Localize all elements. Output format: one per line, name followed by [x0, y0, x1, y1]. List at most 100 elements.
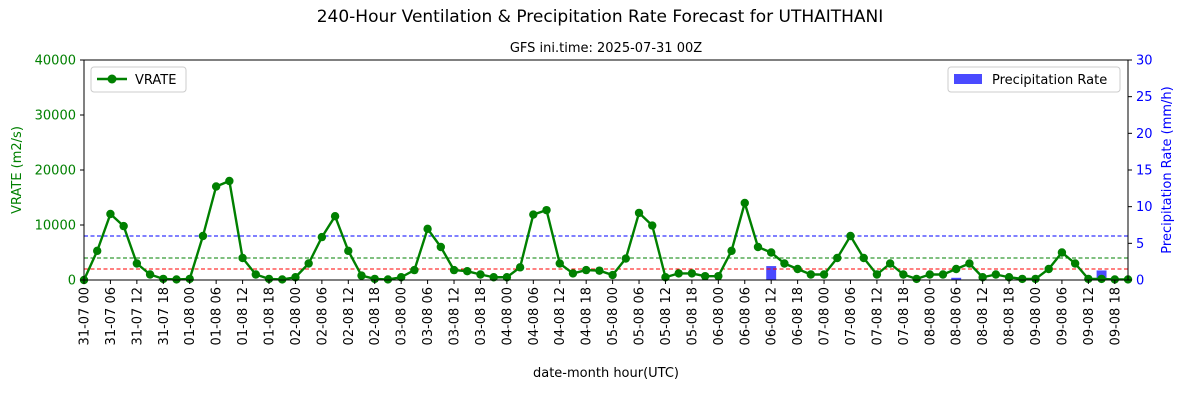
- vrate-point: [634, 208, 644, 218]
- vrate-point: [370, 274, 379, 284]
- vrate-point: [119, 221, 128, 231]
- vrate-point: [529, 210, 538, 219]
- vrate-point: [383, 275, 393, 284]
- x-tick-label: 07-08 18: [897, 287, 912, 345]
- legend-vrate-box: [90, 66, 187, 93]
- vrate-point: [581, 265, 591, 275]
- vrate-point: [991, 270, 1001, 279]
- y-tick-label-right: 0: [1136, 274, 1144, 289]
- x-tick-label: 05-08 18: [685, 287, 700, 345]
- vrate-point: [172, 275, 181, 284]
- y-tick-label-left: 0: [68, 274, 76, 289]
- vrate-point: [330, 212, 340, 221]
- x-tick-label: 31-07 00: [78, 287, 93, 345]
- vrate-point: [423, 224, 432, 234]
- x-tick-label: 01-08 06: [210, 287, 225, 345]
- vrate-point: [251, 270, 260, 279]
- x-tick-label: 02-08 18: [368, 287, 383, 345]
- x-tick-label: 01-08 00: [183, 287, 198, 345]
- vrate-point: [291, 273, 300, 282]
- x-tick-label: 06-08 06: [738, 287, 753, 345]
- y-tick-label-left: 40000: [35, 54, 76, 69]
- y-axis-label-right: Precipitation Rate (mm/h): [1160, 86, 1175, 253]
- vrate-point: [396, 273, 406, 282]
- vrate-point: [1031, 274, 1040, 284]
- vrate-point: [357, 271, 366, 280]
- precip-bar: [951, 277, 962, 280]
- vrate-point: [476, 270, 485, 279]
- x-tick-label: 31-07 18: [157, 287, 172, 345]
- vrate-point: [727, 246, 736, 256]
- vrate-point: [833, 253, 842, 263]
- vrate-point: [648, 221, 657, 230]
- y-tick-label-right: 30: [1136, 54, 1153, 69]
- vrate-point: [1097, 274, 1106, 284]
- vrate-point: [502, 273, 512, 282]
- vrate-point: [846, 231, 855, 241]
- vrate-point: [753, 242, 763, 252]
- y-tick-label-right: 10: [1136, 200, 1153, 215]
- x-tick-label: 06-08 00: [712, 287, 727, 345]
- x-tick-label: 08-08 18: [1003, 287, 1018, 345]
- x-tick-label: 04-08 00: [500, 287, 515, 345]
- vrate-point: [145, 270, 155, 279]
- vrate-point: [595, 266, 604, 275]
- chart-title: 240-Hour Ventilation & Precipitation Rat…: [317, 7, 884, 27]
- legend-precip-swatch: [954, 74, 982, 84]
- vrate-point: [278, 275, 287, 284]
- vrate-point: [661, 273, 670, 282]
- legend-precip-box: [947, 66, 1121, 93]
- x-tick-label: 08-08 06: [950, 287, 965, 345]
- x-tick-label: 09-08 06: [1055, 287, 1070, 345]
- x-tick-label: 03-08 06: [421, 287, 436, 345]
- vrate-point: [1004, 273, 1014, 282]
- x-tick-label: 08-08 00: [923, 287, 938, 345]
- y-tick-label-right: 25: [1136, 90, 1153, 105]
- x-tick-label: 04-08 06: [527, 287, 542, 345]
- x-tick-label: 02-08 00: [289, 287, 304, 345]
- x-axis-label: date-month hour(UTC): [533, 366, 679, 381]
- y-tick-label-left: 20000: [35, 164, 76, 179]
- y-tick-label-left: 30000: [35, 109, 76, 124]
- x-tick-label: 08-08 12: [976, 287, 991, 345]
- x-tick-label: 06-08 12: [765, 287, 780, 345]
- vrate-point: [132, 259, 142, 268]
- vrate-point: [185, 274, 194, 284]
- vrate-point: [555, 259, 564, 268]
- vrate-point: [899, 270, 908, 279]
- legend-precip: Precipitation Rate: [947, 66, 1121, 93]
- vrate-point: [793, 264, 802, 274]
- vrate-point: [410, 265, 419, 275]
- vrate-point: [1084, 274, 1093, 284]
- vrate-point: [489, 273, 498, 282]
- x-tick-label: 05-08 00: [606, 287, 621, 345]
- x-tick-label: 02-08 12: [342, 287, 357, 345]
- vrate-point: [912, 274, 921, 284]
- y-tick-label-left: 10000: [35, 219, 76, 234]
- vrate-point: [106, 209, 115, 219]
- x-tick-label: 07-08 12: [870, 287, 885, 345]
- vrate-point: [819, 270, 829, 279]
- vrate-point: [608, 270, 617, 280]
- x-tick-label: 02-08 06: [315, 287, 330, 345]
- vrate-point: [714, 271, 723, 281]
- legend-vrate-marker: [107, 74, 117, 84]
- chart-subtitle: GFS ini.time: 2025-07-31 00Z: [510, 41, 702, 56]
- vrate-point: [872, 270, 882, 279]
- y-tick-label-right: 20: [1136, 127, 1153, 142]
- vrate-point: [700, 271, 710, 281]
- vrate-point: [965, 259, 974, 268]
- vrate-point: [687, 269, 697, 278]
- x-tick-label: 09-08 18: [1108, 287, 1123, 345]
- vrate-point: [1057, 248, 1067, 257]
- x-tick-label: 04-08 12: [553, 287, 568, 345]
- vrate-point: [515, 263, 525, 272]
- vrate-point: [238, 253, 247, 263]
- legend-vrate: VRATE: [90, 66, 187, 93]
- vrate-point: [436, 242, 446, 252]
- vrate-point: [952, 264, 961, 274]
- vrate-point: [317, 232, 327, 242]
- x-tick-label: 03-08 18: [474, 287, 489, 345]
- y-tick-label-right: 15: [1136, 164, 1153, 179]
